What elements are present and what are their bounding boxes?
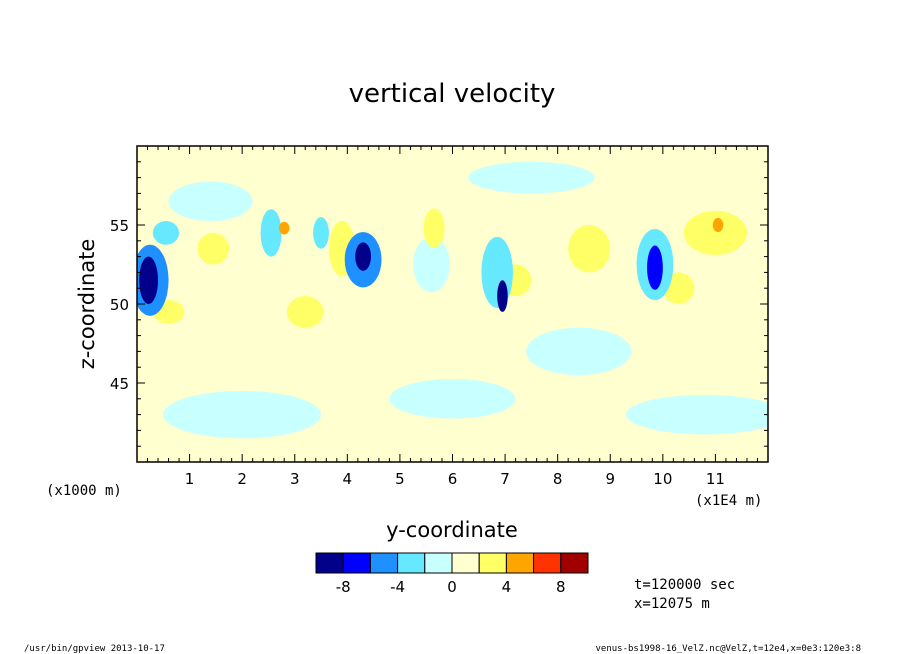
footer-left: /usr/bin/gpview 2013-10-17 — [24, 644, 165, 654]
x-tick-label: 3 — [290, 470, 300, 488]
y-tick-label: 55 — [110, 217, 129, 235]
colorbar-tick-label: 8 — [556, 578, 566, 596]
colorbar-tick-label: 0 — [447, 578, 457, 596]
x-tick-label: 5 — [395, 470, 405, 488]
field-cell — [626, 394, 768, 435]
colorbar-swatch — [397, 552, 426, 574]
x-position-label: x=12075 m — [634, 596, 710, 612]
field-cell — [355, 242, 371, 271]
x-tick-label: 2 — [237, 470, 247, 488]
colorbar-swatch — [315, 552, 344, 574]
field-cell — [313, 217, 329, 249]
colorbar-tick-label: -8 — [336, 578, 351, 596]
x-axis-label: y-coordinate — [386, 518, 518, 542]
x-tick-label: 10 — [653, 470, 672, 488]
colorbar-tick-label: 4 — [502, 578, 512, 596]
field-cell — [497, 280, 508, 312]
time-label: t=120000 sec — [634, 577, 735, 593]
field-cell — [389, 379, 516, 419]
field-cell — [712, 217, 724, 233]
x-tick-label: 6 — [448, 470, 458, 488]
y-tick-label: 50 — [110, 296, 129, 314]
colorbar-swatch — [533, 552, 562, 574]
colorbar-swatch — [451, 552, 480, 574]
colorbar-swatch — [342, 552, 371, 574]
field-cell — [260, 209, 282, 257]
x-tick-label: 11 — [706, 470, 725, 488]
field-cell — [168, 181, 253, 222]
field-cell — [413, 236, 450, 293]
y-tick-label: 45 — [110, 375, 129, 393]
x-tick-label: 4 — [343, 470, 353, 488]
colorbar-swatch — [560, 552, 589, 574]
x-tick-label: 7 — [500, 470, 510, 488]
colorbar-swatch — [369, 552, 399, 574]
colorbar-swatch — [478, 552, 507, 574]
field-cell — [163, 390, 322, 439]
field-cell — [197, 232, 230, 265]
y-axis-label: z-coordinate — [75, 239, 99, 370]
field-cell — [683, 210, 747, 256]
field-cell — [152, 221, 180, 245]
colorbar-tick-label: -4 — [390, 578, 405, 596]
colorbar: -8 -4 0 4 8 — [315, 552, 589, 596]
x-tick-label: 9 — [605, 470, 615, 488]
field-cell — [481, 236, 513, 308]
field-cell — [568, 225, 611, 273]
colorbar-swatch — [424, 552, 453, 574]
field-cell — [139, 256, 159, 304]
heatmap-field — [137, 146, 768, 462]
field-cell — [423, 208, 445, 248]
field-cell — [468, 161, 595, 194]
x-units-label: (x1000 m) — [46, 483, 122, 499]
x-scale-label: (x1E4 m) — [695, 493, 762, 509]
x-tick-label: 1 — [185, 470, 195, 488]
field-cell — [526, 327, 632, 376]
footer-right: venus-bs1998-16_VelZ.nc@VelZ,t=12e4,x=0e… — [595, 644, 861, 654]
field-cell — [647, 245, 663, 290]
chart-title: vertical velocity — [349, 79, 556, 109]
colorbar-swatch — [505, 552, 535, 574]
x-tick-label: 8 — [553, 470, 563, 488]
field-cell — [286, 296, 324, 328]
field-cell — [278, 221, 290, 235]
